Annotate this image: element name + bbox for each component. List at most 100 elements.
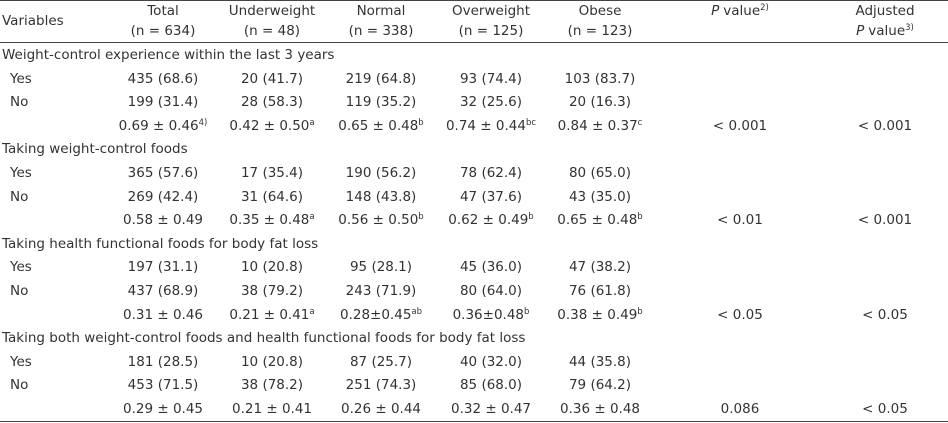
value: 44 (35.8): [568, 353, 632, 370]
column-sup: 3): [905, 23, 914, 33]
row-label-cell: Yes: [10, 257, 32, 277]
value-cell: 93 (74.4): [460, 69, 522, 89]
value: 40 (32.0): [459, 353, 523, 370]
p-value: < 0.001: [712, 117, 768, 134]
value: 103 (83.7): [564, 70, 636, 87]
value: 20 (41.7): [240, 70, 304, 87]
stat-cell: 0.65 ± 0.48b: [338, 116, 423, 136]
value: 190 (56.2): [345, 165, 417, 181]
value: 38 (79.2): [240, 283, 304, 299]
value-cell: 80 (64.0): [460, 281, 522, 301]
value: 38 (78.2): [240, 377, 304, 394]
stat-value: 0.28±0.45: [339, 306, 412, 323]
stat-sup: c: [637, 117, 643, 128]
value: 45 (36.0): [459, 259, 523, 276]
value-cell: 251 (74.3): [346, 375, 417, 395]
stat-cell: 0.35 ± 0.48a: [229, 210, 314, 230]
stat-value: 0.58 ± 0.49: [122, 212, 204, 229]
p-cell: < 0.01: [717, 210, 763, 230]
stat-sup: b: [528, 212, 534, 223]
value-cell: 32 (25.6): [460, 92, 522, 112]
value-cell: 47 (37.6): [460, 187, 522, 207]
row-label: Yes: [10, 259, 32, 276]
section-title: Taking both weight-control foods and hea…: [2, 330, 526, 347]
value: 181 (28.5): [127, 353, 199, 370]
stat-sup: b: [524, 306, 530, 317]
stat-value: 0.29 ± 0.45: [122, 401, 204, 417]
stat-cell: 0.42 ± 0.50a: [229, 116, 314, 136]
stat-value: 0.36±0.48: [452, 306, 525, 323]
stat-value: 0.42 ± 0.50: [229, 117, 310, 134]
stat-cell: 0.36 ± 0.48: [560, 399, 640, 419]
stat-cell: 0.21 ± 0.41a: [229, 305, 314, 325]
value: 85 (68.0): [459, 377, 523, 394]
value: 43 (35.0): [568, 188, 632, 205]
stat-value: 0.65 ± 0.48: [557, 212, 638, 229]
column-n: (n = 338): [348, 23, 414, 39]
stat-value: 0.69 ± 0.46: [118, 117, 199, 134]
value: 243 (71.9): [345, 283, 417, 299]
value: 28 (58.3): [240, 94, 304, 111]
stat-value: 0.62 ± 0.49: [448, 212, 529, 229]
value-cell: 190 (56.2): [346, 163, 417, 183]
column-label: value: [723, 3, 761, 19]
section-cell: Taking health functional foods for body …: [2, 234, 318, 254]
value-cell: 20 (41.7): [241, 69, 303, 89]
value-cell: 435 (68.6): [128, 69, 199, 89]
section-title: Weight-control experience within the las…: [2, 47, 335, 63]
row-label: No: [10, 94, 29, 111]
stat-value: 0.21 ± 0.41: [229, 306, 310, 323]
value-cell: 119 (35.2): [346, 92, 417, 112]
row-label-cell: No: [10, 281, 28, 301]
stat-value: 0.56 ± 0.50: [338, 212, 419, 229]
stat-value: 0.32 ± 0.47: [450, 401, 532, 417]
value-cell: 269 (42.4): [128, 187, 199, 207]
column-n: (n = 48): [243, 23, 301, 39]
value: 76 (61.8): [568, 283, 632, 299]
stat-sup: ab: [411, 306, 423, 317]
value: 47 (37.6): [459, 188, 523, 205]
value: 79 (64.2): [568, 377, 632, 394]
value-cell: 10 (20.8): [241, 257, 303, 277]
header-cell: (n = 634): [131, 21, 196, 41]
value: 197 (31.1): [127, 259, 199, 276]
section-cell: Taking weight-control foods: [2, 139, 188, 159]
stat-value: 0.35 ± 0.48: [229, 212, 310, 229]
stat-cell: 0.21 ± 0.41: [232, 399, 312, 419]
value: 17 (35.4): [240, 165, 304, 181]
row-label: No: [10, 283, 29, 299]
value: 365 (57.6): [127, 165, 199, 181]
value-cell: 79 (64.2): [569, 375, 631, 395]
value-cell: 76 (61.8): [569, 281, 631, 301]
value-cell: 43 (35.0): [569, 187, 631, 207]
row-label-cell: No: [10, 375, 28, 395]
adjusted-p-value: < 0.001: [857, 117, 913, 134]
column-n: (n = 123): [567, 23, 633, 39]
value-cell: 38 (79.2): [241, 281, 303, 301]
header-cell: (n = 48): [244, 21, 300, 41]
row-label: Yes: [10, 353, 32, 370]
stat-cell: 0.32 ± 0.47: [451, 399, 531, 419]
value-cell: 148 (43.8): [346, 187, 417, 207]
value-cell: 85 (68.0): [460, 375, 522, 395]
column-sup: 2): [760, 3, 769, 13]
value-cell: 181 (28.5): [128, 352, 199, 372]
bottom-rule: [0, 421, 948, 422]
value-cell: 437 (68.9): [128, 281, 199, 301]
row-label: No: [10, 188, 29, 205]
header-rule: [0, 42, 948, 43]
p-cell: < 0.001: [858, 116, 912, 136]
value: 93 (74.4): [459, 70, 523, 87]
value-cell: 219 (64.8): [346, 69, 417, 89]
stat-value: 0.84 ± 0.37: [557, 117, 638, 134]
header-cell: (n = 125): [459, 21, 524, 41]
header-cell: (n = 338): [349, 21, 414, 41]
stat-value: 0.31 ± 0.46: [122, 306, 204, 323]
column-label: Overweight: [452, 3, 530, 19]
value-cell: 45 (36.0): [460, 257, 522, 277]
row-label-cell: No: [10, 187, 28, 207]
stat-sup: b: [637, 212, 643, 223]
top-rule: [0, 0, 948, 1]
